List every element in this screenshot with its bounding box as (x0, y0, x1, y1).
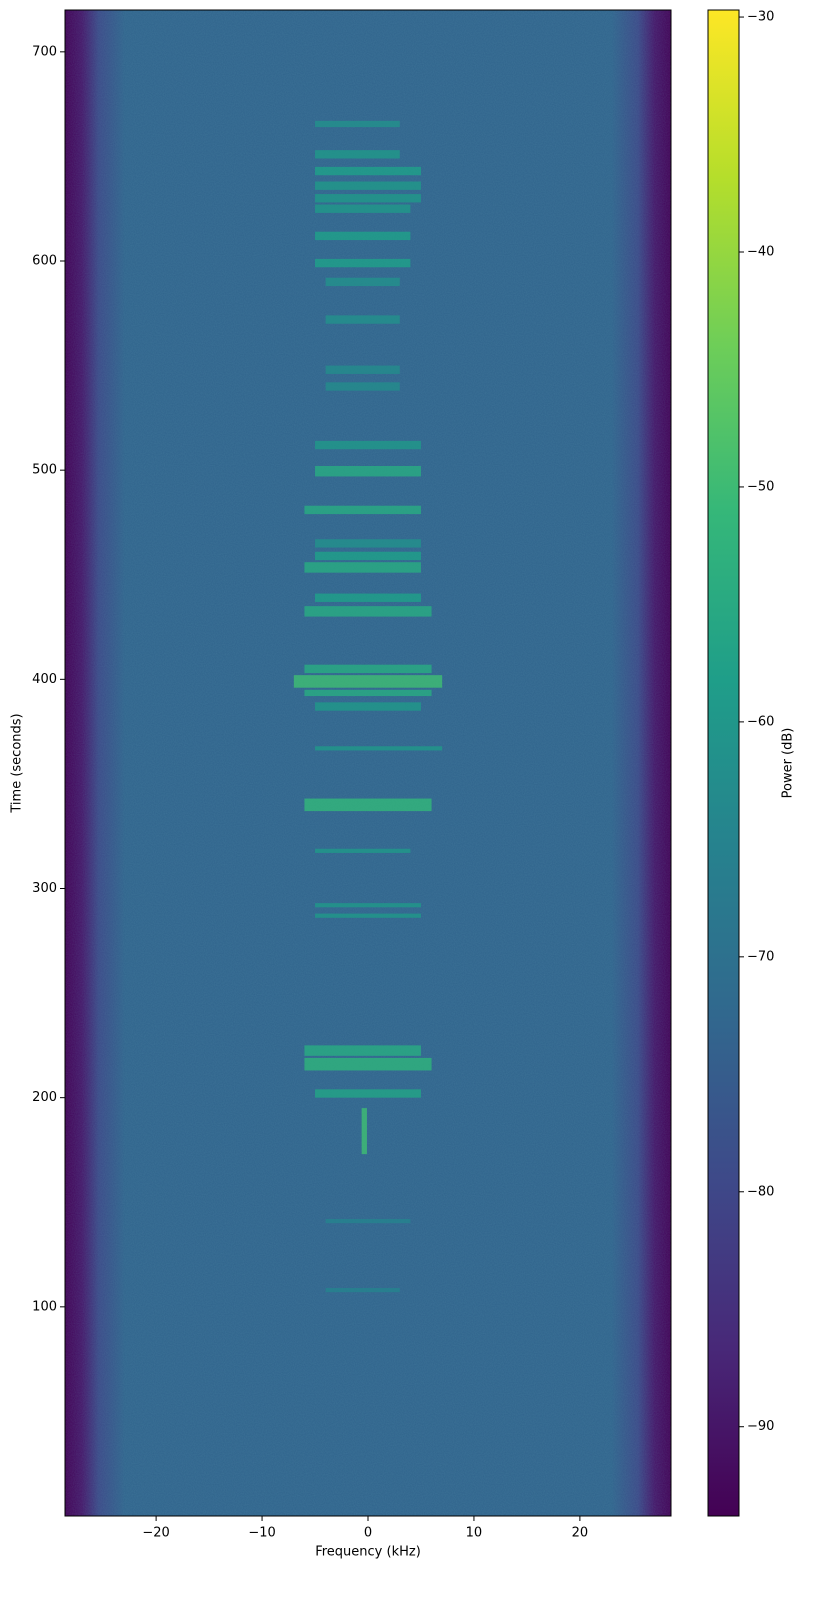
signal-burst (315, 702, 421, 711)
signal-burst (304, 664, 432, 674)
signal-burst (315, 120, 400, 128)
signal-burst (315, 593, 421, 602)
colorbar-tick-label: −80 (747, 1184, 774, 1199)
signal-burst (315, 746, 443, 751)
y-tick-label: 100 (32, 1299, 57, 1314)
x-tick-label: 10 (466, 1526, 483, 1541)
signal-burst (325, 382, 400, 391)
colorbar (708, 10, 739, 1516)
x-tick-label: 20 (572, 1526, 589, 1541)
signal-burst (304, 689, 432, 697)
y-tick-label: 400 (32, 672, 57, 687)
signal-burst (304, 562, 421, 573)
plot-area (65, 10, 671, 1516)
signal-burst (304, 606, 432, 617)
y-tick-label: 700 (32, 44, 57, 59)
signal-burst (361, 1108, 367, 1155)
colorbar-tick-label: −70 (747, 949, 774, 964)
signal-burst (315, 181, 421, 190)
signal-burst (325, 277, 400, 287)
y-tick-label: 500 (32, 463, 57, 478)
signal-burst (315, 465, 421, 477)
colorbar-tick-label: −30 (747, 10, 774, 25)
x-tick-label: 0 (364, 1526, 372, 1541)
signal-burst (315, 913, 421, 918)
y-tick-label: 200 (32, 1090, 57, 1105)
signal-burst (325, 1288, 400, 1293)
colorbar-frame (707, 9, 740, 1517)
x-tick-label: −10 (248, 1526, 275, 1541)
colorbar-tick-label: −90 (747, 1419, 774, 1434)
y-tick-label: 600 (32, 254, 57, 269)
signal-burst (315, 1089, 421, 1098)
signal-burst (315, 194, 421, 203)
signal-burst (315, 539, 421, 548)
signal-burst (304, 1057, 432, 1071)
signal-burst (315, 166, 421, 176)
signal-burst (315, 150, 400, 159)
signal-burst (315, 231, 411, 241)
colorbar-tick-label: −40 (747, 244, 774, 259)
signal-burst (315, 848, 411, 853)
signal-burst (304, 798, 432, 812)
signal-burst (315, 903, 421, 908)
y-tick-label: 300 (32, 881, 57, 896)
colorbar-tick-label: −50 (747, 479, 774, 494)
signal-burst (304, 1045, 421, 1056)
x-tick-label: −20 (142, 1526, 169, 1541)
signal-burst (325, 365, 400, 374)
signal-burst (325, 315, 400, 324)
signal-burst (325, 1218, 411, 1224)
signal-burst (293, 675, 443, 688)
y-axis-label: Time (seconds) (10, 713, 25, 813)
colorbar-tick-label: −60 (747, 714, 774, 729)
signal-burst (315, 204, 411, 213)
signal-burst (304, 505, 421, 515)
signal-burst (315, 258, 411, 268)
colorbar-label: Power (dB) (781, 728, 796, 799)
signal-burst (315, 551, 421, 561)
signal-burst (315, 440, 421, 450)
x-axis-label: Frequency (kHz) (315, 1545, 421, 1560)
